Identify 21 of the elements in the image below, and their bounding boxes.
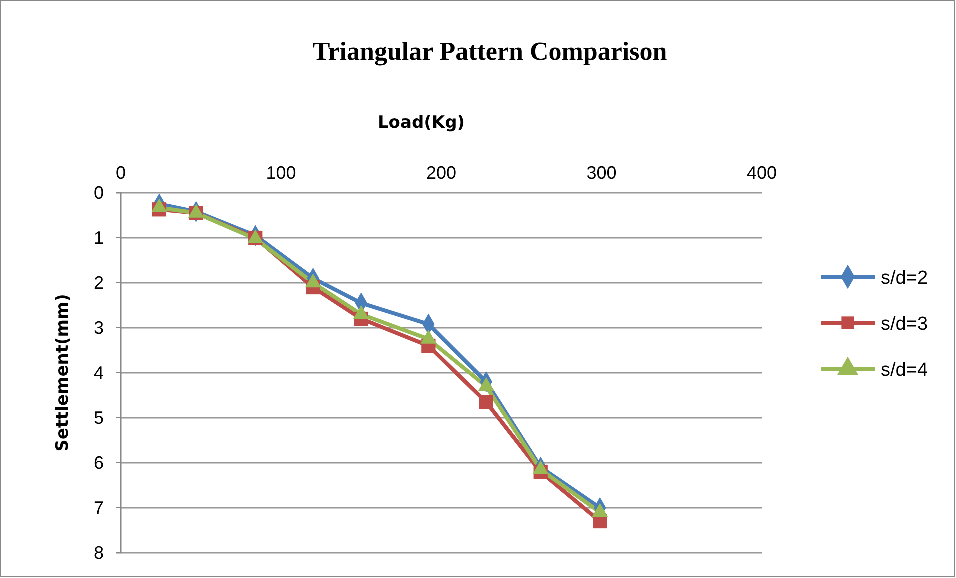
x-tick-label: 400: [746, 163, 778, 183]
y-tick-label: 5: [94, 408, 104, 428]
y-tick-label: 7: [94, 498, 104, 518]
legend-label: s/d=4: [881, 360, 928, 381]
y-tick-label: 3: [94, 318, 104, 338]
point: [479, 395, 494, 410]
legend-label: s/d=3: [881, 314, 928, 335]
y-tick-label: 4: [94, 362, 104, 383]
y-tick-label: 1: [94, 228, 104, 248]
chart-title: Triangular Pattern Comparison: [312, 37, 668, 66]
legend-label: s/d=2: [881, 268, 928, 289]
x-tick-label: 100: [266, 163, 296, 183]
y-tick-label: 2: [94, 272, 104, 293]
y-tick-label: 6: [94, 452, 104, 473]
x-tick-label: 200: [426, 163, 457, 183]
x-axis-title: Load(Kg): [378, 113, 466, 133]
x-tick-label: 300: [586, 163, 617, 183]
y-tick-label: 0: [94, 182, 104, 203]
y-tick-label: 8: [94, 542, 104, 563]
x-tick-label: 0: [116, 163, 126, 183]
y-axis-title: Settlement(mm): [53, 294, 73, 452]
